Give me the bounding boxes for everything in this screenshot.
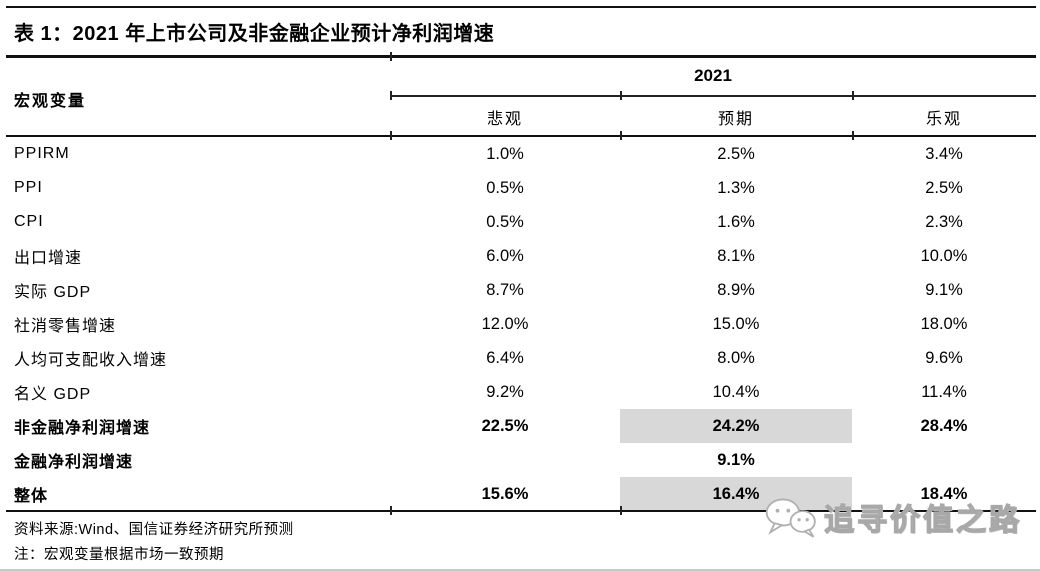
value-cell: 2.5% [717, 144, 755, 163]
row-label: 非金融净利润增速 [14, 420, 151, 437]
value-cell: 8.9% [717, 280, 755, 299]
header-divider [6, 135, 1036, 137]
column-tick [852, 91, 854, 100]
row-label: 整体 [14, 488, 49, 505]
column-tick [390, 52, 392, 61]
value-cell: 2.5% [925, 178, 963, 197]
watermark-text: 追寻价值之路 [823, 503, 1022, 537]
value-cell: 6.0% [486, 246, 524, 265]
value-cell: 0.5% [486, 178, 524, 197]
value-cell: 9.1% [717, 450, 755, 469]
value-cell: 28.4% [920, 416, 968, 435]
value-cell: 11.4% [921, 382, 967, 401]
table-row: PPI 0.5% 1.3% 2.5% [6, 171, 1036, 205]
row-label: 实际 GDP [14, 284, 92, 301]
value-cell: 16.4% [620, 477, 852, 511]
column-tick [390, 91, 392, 100]
table-row: 非金融净利润增速 22.5% 24.2% 28.4% [6, 409, 1036, 443]
value-cell: 1.0% [486, 144, 524, 163]
value-cell: 22.5% [481, 416, 529, 435]
table-row: PPIRM 1.0% 2.5% 3.4% [6, 137, 1036, 171]
value-cell: 8.7% [486, 280, 524, 299]
table-row: 实际 GDP 8.7% 8.9% 9.1% [6, 273, 1036, 307]
year-underline [390, 95, 1036, 97]
table-row: 名义 GDP 9.2% 10.4% 11.4% [6, 375, 1036, 409]
value-cell: 1.6% [717, 212, 755, 231]
scenario-header-optimistic: 乐观 [925, 111, 962, 128]
value-cell: 15.6% [481, 484, 529, 503]
row-label: 社消零售增速 [14, 318, 117, 335]
watermark: 追寻价值之路 [764, 495, 1022, 539]
row-label: 人均可支配收入增速 [14, 352, 168, 369]
title-divider [6, 55, 1036, 58]
year-header: 2021 [694, 66, 732, 85]
table-title: 表 1：2021 年上市公司及非金融企业预计净利润增速 [14, 23, 495, 45]
row-label: 名义 GDP [14, 386, 92, 403]
table-row: CPI 0.5% 1.6% 2.3% [6, 205, 1036, 239]
scenario-header-expected: 预期 [717, 111, 754, 128]
value-cell: 18.0% [920, 314, 968, 333]
value-cell: 12.0% [481, 314, 529, 333]
value-cell: 15.0% [712, 314, 760, 333]
top-rule [6, 6, 1036, 8]
scenario-header-pessimistic: 悲观 [486, 111, 523, 128]
column-tick [390, 506, 392, 515]
column-tick [390, 131, 392, 140]
scenario-header-row: 悲观 预期 乐观 [390, 105, 1036, 129]
column-tick [620, 131, 622, 140]
value-cell: 8.0% [717, 348, 755, 367]
value-cell: 6.4% [486, 348, 524, 367]
row-label: PPI [14, 179, 43, 196]
value-cell: 3.4% [925, 144, 963, 163]
table-bottom-divider [6, 510, 1036, 512]
value-cell: 2.3% [925, 212, 963, 231]
row-label: 出口增速 [14, 250, 83, 267]
macro-variable-header: 宏观变量 [14, 93, 87, 110]
value-cell: 10.4% [712, 382, 760, 401]
table-row: 人均可支配收入增速 6.4% 8.0% 9.6% [6, 341, 1036, 375]
table-row: 整体 15.6% 16.4% 18.4% [6, 477, 1036, 511]
value-cell: 9.2% [486, 382, 524, 401]
row-label: CPI [14, 213, 44, 230]
page-bottom-line [0, 569, 1040, 571]
wechat-icon [765, 498, 816, 538]
column-tick [620, 506, 622, 515]
value-cell: 18.4% [920, 484, 968, 503]
value-cell: 24.2% [620, 409, 852, 443]
value-cell: 1.3% [717, 178, 755, 197]
table-body: PPIRM 1.0% 2.5% 3.4% PPI 0.5% 1.3% 2.5% CPI 0.5% 1… [6, 137, 1036, 511]
column-tick [852, 131, 854, 140]
table-row: 出口增速 6.0% 8.1% 10.0% [6, 239, 1036, 273]
value-cell: 10.0% [920, 246, 968, 265]
value-cell: 9.1% [925, 280, 963, 299]
source-note: 资料来源:Wind、国信证券经济研究所预测 [14, 522, 294, 538]
row-label: 金融净利润增速 [14, 454, 134, 471]
table-row: 金融净利润增速 9.1% [6, 443, 1036, 477]
value-cell: 0.5% [486, 212, 524, 231]
value-cell: 9.6% [925, 348, 963, 367]
value-cell: 8.1% [717, 246, 755, 265]
column-tick [620, 91, 622, 100]
row-label: PPIRM [14, 145, 70, 162]
table-row: 社消零售增速 12.0% 15.0% 18.0% [6, 307, 1036, 341]
remark-note: 注：宏观变量根据市场一致预期 [14, 547, 224, 563]
